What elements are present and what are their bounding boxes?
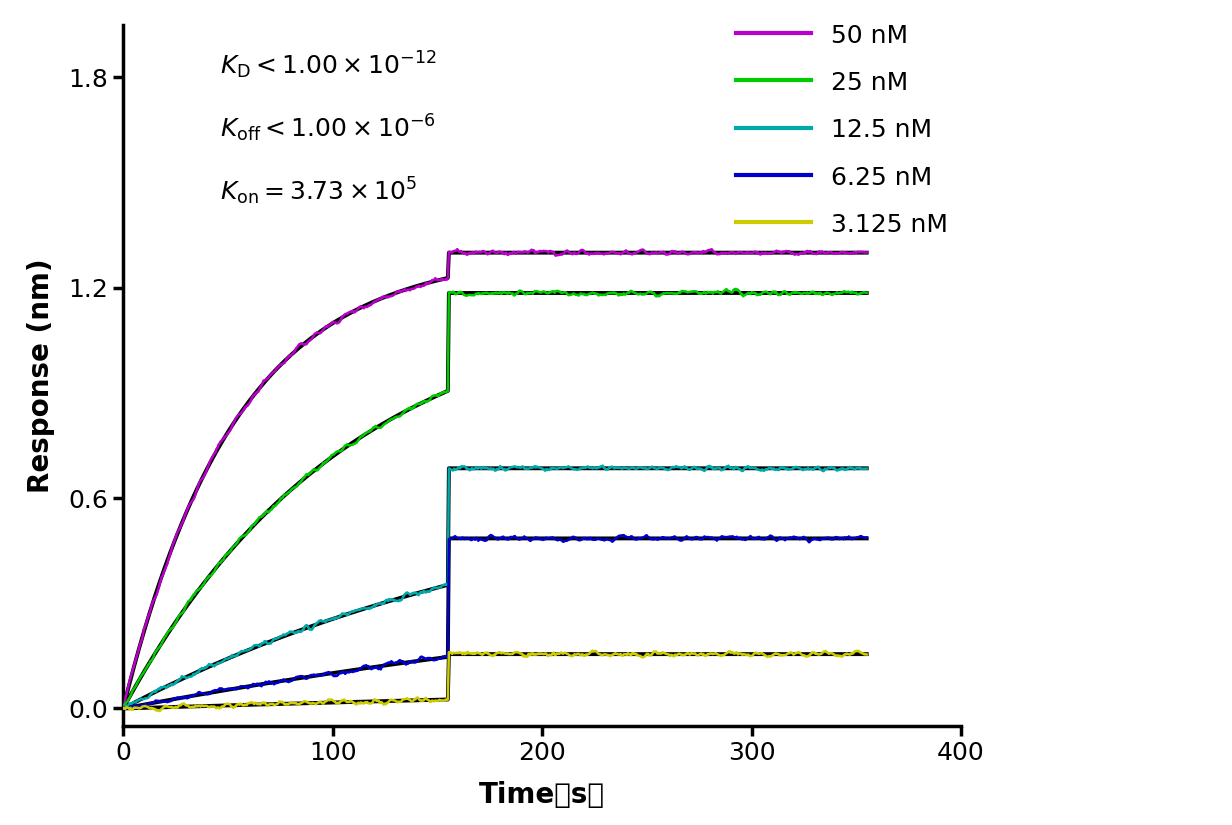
3.125 nM (585, 646, 600, 656)
6.25 nM (116, 704, 131, 714)
25 nM (860, 288, 875, 298)
50 nM (116, 704, 131, 714)
50 nM (450, 244, 464, 254)
3.125 nM (777, 650, 792, 660)
12.5 nM (637, 464, 652, 474)
3.125 nM (361, 698, 376, 708)
12.5 nM (360, 604, 375, 614)
12.5 nM (538, 466, 553, 476)
50 nM (360, 302, 375, 312)
6.25 nM (860, 532, 875, 542)
6.25 nM (483, 530, 498, 540)
12.5 nM (776, 463, 791, 473)
3.125 nM (116, 704, 131, 714)
6.25 nM (776, 534, 791, 544)
Text: $K_\mathrm{D}$$<1.00\times10^{-12}$: $K_\mathrm{D}$$<1.00\times10^{-12}$ (219, 50, 436, 81)
Legend: 50 nM, 25 nM, 12.5 nM, 6.25 nM, 3.125 nM: 50 nM, 25 nM, 12.5 nM, 6.25 nM, 3.125 nM (737, 23, 949, 237)
25 nM (728, 284, 743, 294)
25 nM (776, 286, 791, 296)
50 nM (637, 247, 652, 257)
12.5 nM (595, 460, 610, 470)
25 nM (360, 427, 375, 437)
25 nM (116, 704, 131, 714)
3.125 nM (638, 650, 653, 660)
Line: 12.5 nM: 12.5 nM (123, 465, 867, 709)
6.25 nM (538, 533, 553, 543)
25 nM (636, 289, 650, 299)
12.5 nM (573, 464, 588, 474)
Line: 3.125 nM: 3.125 nM (123, 651, 867, 711)
25 nM (494, 289, 509, 299)
25 nM (538, 287, 553, 297)
12.5 nM (494, 463, 509, 473)
Line: 25 nM: 25 nM (123, 289, 867, 709)
Line: 50 nM: 50 nM (123, 249, 867, 709)
6.25 nM (637, 532, 652, 542)
3.125 nM (573, 650, 588, 660)
12.5 nM (860, 464, 875, 474)
50 nM (776, 248, 791, 257)
25 nM (573, 290, 588, 299)
3.125 nM (153, 706, 168, 716)
6.25 nM (573, 535, 588, 545)
6.25 nM (495, 532, 510, 542)
3.125 nM (538, 648, 553, 658)
50 nM (860, 248, 875, 257)
Y-axis label: Response (nm): Response (nm) (27, 258, 55, 493)
3.125 nM (860, 649, 875, 659)
Text: $K_\mathrm{off}$$<1.00\times10^{-6}$: $K_\mathrm{off}$$<1.00\times10^{-6}$ (219, 112, 435, 144)
Line: 6.25 nM: 6.25 nM (123, 535, 867, 709)
50 nM (495, 248, 510, 257)
6.25 nM (360, 662, 375, 672)
50 nM (573, 245, 588, 255)
3.125 nM (495, 648, 510, 658)
12.5 nM (116, 704, 131, 714)
50 nM (538, 246, 553, 256)
X-axis label: Time（s）: Time（s） (479, 781, 605, 809)
Text: $K_\mathrm{on}$$=3.73\times10^{5}$: $K_\mathrm{on}$$=3.73\times10^{5}$ (219, 176, 418, 207)
